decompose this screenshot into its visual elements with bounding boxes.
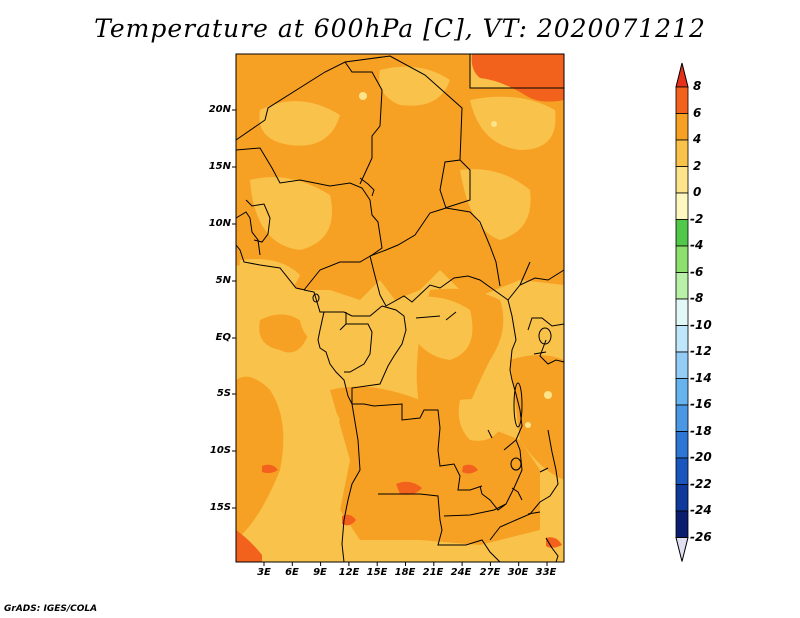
lat-label-15s: 15S — [209, 502, 231, 513]
lakes — [312, 177, 552, 515]
lon-label-12e: 12E — [338, 567, 360, 578]
field-mild-patches — [239, 66, 556, 441]
lon-label-24e: 24E — [450, 567, 472, 578]
colorbar-swatch — [675, 272, 689, 300]
colorbar-swatch — [675, 351, 689, 379]
colorbar-label-neg6: -6 — [690, 265, 704, 279]
country-borders — [235, 54, 565, 563]
lon-label-33e: 33E — [535, 567, 557, 578]
colorbar-label-neg24: -24 — [690, 503, 712, 517]
temperature-field — [236, 54, 564, 562]
colorbar-swatch — [675, 404, 689, 432]
colorbar-swatch — [675, 245, 689, 273]
lat-label-5n: 5N — [215, 275, 231, 286]
lat-label-eq: EQ — [215, 332, 231, 343]
colorbar-label-neg20: -20 — [690, 450, 712, 464]
colorbar-swatch — [675, 457, 689, 485]
colorbar-top-arrow — [675, 62, 689, 88]
colorbar-swatch — [675, 139, 689, 167]
lat-label-10s: 10S — [209, 445, 231, 456]
colorbar-swatch — [675, 192, 689, 220]
lon-label-3e: 3E — [257, 567, 271, 578]
colorbar-label-4: 4 — [693, 132, 702, 146]
colorbar-label-8: 8 — [693, 79, 702, 93]
colorbar-label-neg4: -4 — [690, 238, 704, 252]
lon-label-15e: 15E — [366, 567, 388, 578]
field-pale-specks — [359, 92, 552, 428]
lon-label-6e: 6E — [285, 567, 299, 578]
colorbar-swatch — [675, 219, 689, 247]
lat-label-20n: 20N — [208, 104, 231, 115]
map-title: Temperature at 600hPa [C], VT: 202007121… — [94, 14, 706, 43]
colorbar-swatch — [675, 298, 689, 326]
lon-label-30e: 30E — [507, 567, 529, 578]
grads-credit: GrADS: IGES/COLA — [4, 604, 98, 614]
colorbar — [675, 62, 689, 562]
colorbar-label-neg2: -2 — [690, 212, 704, 226]
colorbar-label-6: 6 — [693, 106, 702, 120]
colorbar-label-neg12: -12 — [690, 344, 712, 358]
colorbar-swatch — [675, 86, 689, 114]
lon-label-18e: 18E — [394, 567, 416, 578]
colorbar-label-0: 0 — [693, 185, 702, 199]
map-frame — [235, 53, 565, 563]
colorbar-label-neg8: -8 — [690, 291, 704, 305]
colorbar-swatch — [675, 510, 689, 538]
colorbar-bottom-arrow — [675, 537, 689, 562]
lon-label-21e: 21E — [422, 567, 444, 578]
colorbar-label-neg22: -22 — [690, 477, 712, 491]
colorbar-label-2: 2 — [693, 159, 702, 173]
colorbar-swatch — [675, 166, 689, 194]
lat-label-10n: 10N — [208, 218, 231, 229]
colorbar-label-neg16: -16 — [690, 397, 712, 411]
colorbar-label-neg26: -26 — [690, 530, 712, 544]
colorbar-label-neg18: -18 — [690, 424, 712, 438]
colorbar-swatch — [675, 484, 689, 512]
colorbar-label-neg10: -10 — [690, 318, 712, 332]
colorbar-swatch — [675, 325, 689, 353]
colorbar-swatch — [675, 378, 689, 406]
colorbar-swatch — [675, 431, 689, 459]
axis-ticks — [232, 109, 548, 566]
colorbar-label-neg14: -14 — [690, 371, 712, 385]
lon-label-27e: 27E — [479, 567, 501, 578]
lat-label-5s: 5S — [216, 388, 231, 399]
lat-label-15n: 15N — [208, 161, 231, 172]
lon-label-9e: 9E — [313, 567, 327, 578]
colorbar-swatch — [675, 113, 689, 141]
